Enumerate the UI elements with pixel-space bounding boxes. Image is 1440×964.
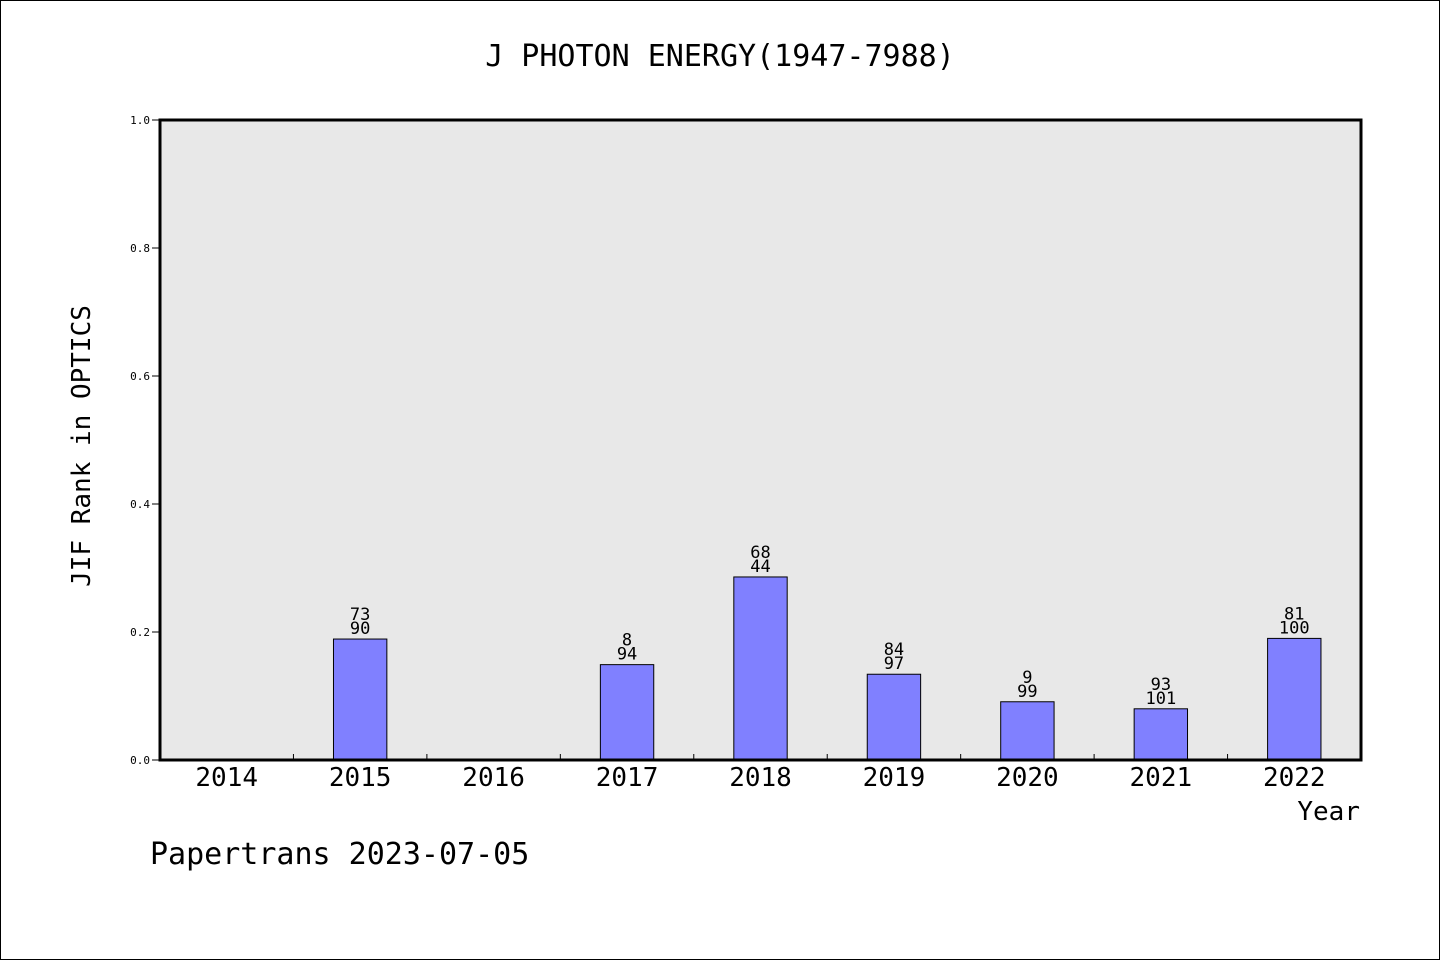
bar-label-bottom: 44 (750, 557, 770, 577)
y-tick-label: 0.0 (130, 754, 150, 767)
bar (866, 673, 922, 761)
x-axis-label: Year (1297, 797, 1360, 827)
bar-label-top: 8 (622, 631, 632, 651)
chart-title: J PHOTON ENERGY(1947-7988) (485, 39, 955, 74)
x-tick-label: 2017 (596, 763, 659, 793)
y-tick-label: 0.8 (130, 242, 150, 255)
bar (332, 638, 388, 761)
bar-label-top: 81 (1284, 604, 1304, 624)
bar-label-top: 68 (750, 543, 770, 563)
bar (599, 664, 655, 761)
y-tick-label: 0.4 (130, 498, 150, 511)
x-tick-label: 2019 (863, 763, 926, 793)
y-axis-label: JIF Rank in OPTICS (67, 305, 97, 587)
bar-label-top: 73 (350, 605, 370, 625)
bar (1000, 701, 1055, 761)
x-tick-label: 2014 (195, 763, 258, 793)
bar-label-top: 84 (884, 640, 904, 660)
bar-label-bottom: 99 (1017, 682, 1037, 702)
ticks-layer: 0.0 0.2 0.4 0.6 0.8 1.0 2014 2015 2016 2017 2018 20… (130, 114, 1325, 793)
x-tick-label: 2022 (1263, 763, 1326, 793)
bar (1133, 708, 1189, 761)
y-tick-label: 0.2 (130, 626, 150, 639)
bar-label-bottom: 97 (884, 654, 904, 674)
bar-label-top: 9 (1022, 668, 1032, 688)
bar-label-bottom: 90 (350, 619, 370, 639)
bar-label-bottom: 100 (1279, 618, 1310, 638)
y-tick-label: 0.6 (130, 370, 150, 383)
x-tick-label: 2016 (462, 763, 525, 793)
x-tick-label: 2020 (996, 763, 1059, 793)
x-tick-label: 2015 (329, 763, 392, 793)
x-tick-label: 2021 (1130, 763, 1193, 793)
footer-text: Papertrans 2023-07-05 (150, 837, 529, 872)
bar-label-bottom: 94 (617, 645, 637, 665)
y-tick-label: 1.0 (130, 114, 150, 127)
bar (1267, 637, 1322, 761)
bar-label-bottom: 101 (1145, 689, 1176, 709)
plot-frame (158, 118, 1363, 762)
bars-layer (332, 576, 1322, 761)
bar (733, 576, 788, 761)
x-tick-label: 2018 (729, 763, 792, 793)
bar-label-top: 93 (1151, 675, 1171, 695)
